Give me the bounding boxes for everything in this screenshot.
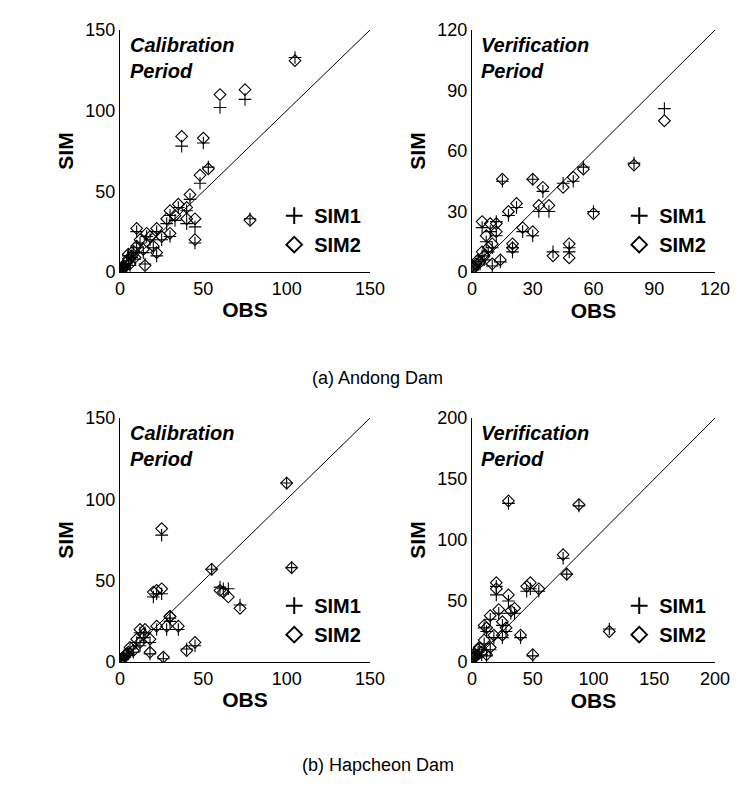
svg-text:50: 50 bbox=[193, 669, 213, 689]
svg-text:SIM: SIM bbox=[406, 521, 429, 558]
svg-text:(a) Andong Dam: (a) Andong Dam bbox=[312, 368, 443, 388]
svg-text:SIM: SIM bbox=[54, 132, 77, 169]
svg-text:SIM2: SIM2 bbox=[659, 624, 706, 646]
svg-text:100: 100 bbox=[85, 490, 115, 510]
svg-text:200: 200 bbox=[700, 669, 730, 689]
svg-text:SIM1: SIM1 bbox=[659, 595, 706, 617]
svg-text:OBS: OBS bbox=[222, 688, 268, 711]
svg-text:0: 0 bbox=[105, 262, 115, 282]
svg-text:SIM2: SIM2 bbox=[314, 234, 361, 256]
svg-text:100: 100 bbox=[272, 279, 302, 299]
svg-text:150: 150 bbox=[85, 408, 115, 428]
svg-text:0: 0 bbox=[115, 669, 125, 689]
svg-text:100: 100 bbox=[85, 101, 115, 121]
svg-text:OBS: OBS bbox=[222, 298, 268, 321]
svg-text:150: 150 bbox=[639, 669, 669, 689]
svg-text:50: 50 bbox=[523, 669, 543, 689]
svg-text:(b) Hapcheon Dam: (b) Hapcheon Dam bbox=[302, 755, 454, 775]
svg-text:SIM1: SIM1 bbox=[659, 205, 706, 227]
svg-text:30: 30 bbox=[447, 202, 467, 222]
svg-text:SIM: SIM bbox=[406, 132, 429, 169]
svg-text:VerificationPeriod: VerificationPeriod bbox=[481, 34, 589, 82]
svg-text:90: 90 bbox=[644, 279, 664, 299]
svg-text:0: 0 bbox=[457, 652, 467, 672]
svg-text:50: 50 bbox=[447, 591, 467, 611]
svg-text:100: 100 bbox=[578, 669, 608, 689]
svg-text:0: 0 bbox=[467, 279, 477, 299]
svg-text:SIM2: SIM2 bbox=[314, 624, 361, 646]
svg-text:SIM: SIM bbox=[54, 521, 77, 558]
svg-text:150: 150 bbox=[85, 20, 115, 40]
svg-text:120: 120 bbox=[437, 20, 467, 40]
svg-text:120: 120 bbox=[700, 279, 730, 299]
svg-text:60: 60 bbox=[447, 141, 467, 161]
svg-text:CalibrationPeriod: CalibrationPeriod bbox=[130, 34, 234, 82]
svg-text:200: 200 bbox=[437, 408, 467, 428]
svg-text:30: 30 bbox=[523, 279, 543, 299]
svg-text:50: 50 bbox=[95, 182, 115, 202]
svg-text:0: 0 bbox=[457, 262, 467, 282]
svg-text:60: 60 bbox=[583, 279, 603, 299]
svg-text:50: 50 bbox=[193, 279, 213, 299]
svg-text:OBS: OBS bbox=[571, 299, 617, 322]
svg-text:CalibrationPeriod: CalibrationPeriod bbox=[130, 422, 234, 470]
svg-text:SIM2: SIM2 bbox=[659, 234, 706, 256]
svg-text:VerificationPeriod: VerificationPeriod bbox=[481, 422, 589, 470]
svg-text:100: 100 bbox=[437, 530, 467, 550]
svg-text:0: 0 bbox=[115, 279, 125, 299]
svg-text:150: 150 bbox=[355, 669, 385, 689]
svg-text:SIM1: SIM1 bbox=[314, 205, 361, 227]
svg-text:0: 0 bbox=[105, 652, 115, 672]
svg-text:50: 50 bbox=[95, 571, 115, 591]
svg-text:150: 150 bbox=[355, 279, 385, 299]
svg-text:100: 100 bbox=[272, 669, 302, 689]
svg-text:0: 0 bbox=[467, 669, 477, 689]
svg-text:OBS: OBS bbox=[571, 689, 617, 712]
svg-text:SIM1: SIM1 bbox=[314, 595, 361, 617]
svg-text:150: 150 bbox=[437, 469, 467, 489]
svg-text:90: 90 bbox=[447, 81, 467, 101]
